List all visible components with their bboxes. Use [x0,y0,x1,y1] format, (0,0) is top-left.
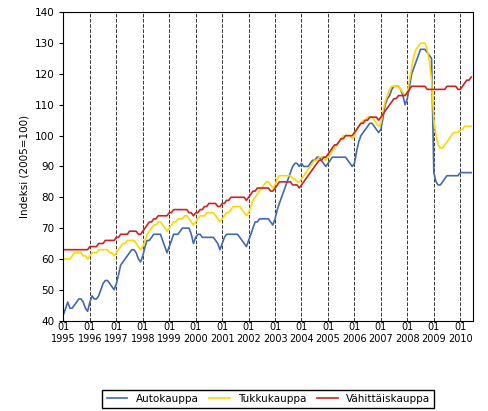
Line: Tukkukauppa: Tukkukauppa [63,43,471,259]
Line: Autokauppa: Autokauppa [63,49,471,314]
Line: Vähittäiskauppa: Vähittäiskauppa [63,77,471,250]
Y-axis label: Indeksi (2005=100): Indeksi (2005=100) [19,115,29,218]
Legend: Autokauppa, Tukkukauppa, Vähittäiskauppa: Autokauppa, Tukkukauppa, Vähittäiskauppa [102,390,434,408]
